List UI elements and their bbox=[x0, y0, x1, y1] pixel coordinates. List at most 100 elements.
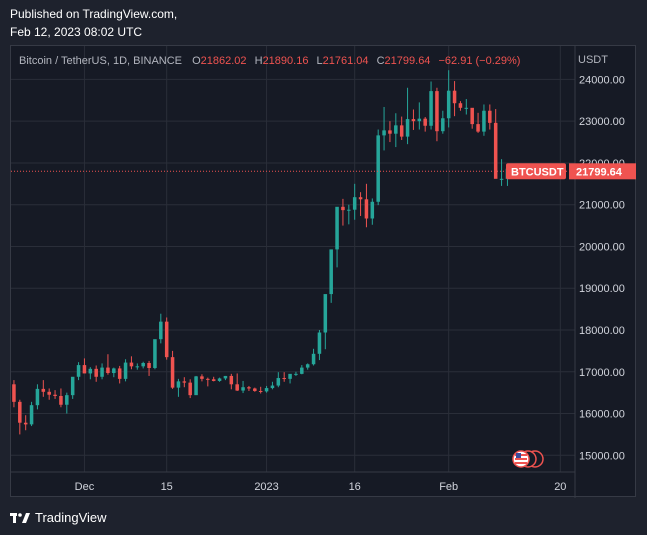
candle[interactable] bbox=[200, 374, 204, 382]
candle[interactable] bbox=[352, 183, 357, 220]
candlestick-chart[interactable]: 24000.0023000.0022000.0021000.0020000.00… bbox=[11, 46, 637, 498]
candle[interactable] bbox=[376, 129, 380, 206]
candle[interactable] bbox=[288, 373, 292, 384]
candle[interactable] bbox=[141, 361, 145, 369]
candle[interactable] bbox=[188, 379, 192, 399]
candle[interactable] bbox=[100, 363, 104, 380]
candle[interactable] bbox=[106, 354, 110, 375]
candle[interactable] bbox=[488, 104, 492, 130]
candle[interactable] bbox=[464, 99, 469, 115]
candle[interactable] bbox=[35, 384, 40, 410]
candle[interactable] bbox=[446, 70, 451, 128]
candle[interactable] bbox=[294, 371, 298, 376]
candle-body bbox=[182, 381, 187, 383]
candle[interactable] bbox=[329, 249, 333, 303]
candle[interactable] bbox=[94, 365, 98, 382]
candle[interactable] bbox=[117, 365, 122, 384]
candle-body bbox=[264, 388, 269, 392]
candle-body bbox=[282, 378, 286, 380]
candle[interactable] bbox=[29, 401, 34, 427]
candle[interactable] bbox=[270, 381, 275, 390]
candle[interactable] bbox=[258, 386, 263, 394]
candle[interactable] bbox=[382, 106, 386, 151]
candle[interactable] bbox=[276, 372, 281, 388]
candle[interactable] bbox=[317, 330, 322, 361]
candle[interactable] bbox=[147, 360, 151, 376]
candle[interactable] bbox=[441, 110, 445, 134]
candle[interactable] bbox=[41, 380, 46, 397]
candle[interactable] bbox=[394, 113, 398, 148]
candle[interactable] bbox=[235, 373, 239, 391]
candle[interactable] bbox=[429, 81, 433, 130]
candle[interactable] bbox=[12, 380, 16, 408]
candle[interactable] bbox=[476, 112, 480, 133]
candle[interactable] bbox=[76, 362, 81, 381]
candle-body bbox=[423, 118, 427, 126]
candle-body bbox=[317, 332, 322, 354]
chart-panel[interactable]: 24000.0023000.0022000.0021000.0020000.00… bbox=[10, 45, 637, 498]
candle[interactable] bbox=[399, 116, 404, 140]
candle[interactable] bbox=[112, 367, 116, 378]
candle[interactable] bbox=[164, 317, 169, 360]
candle[interactable] bbox=[159, 313, 163, 344]
candle[interactable] bbox=[47, 388, 51, 400]
candle[interactable] bbox=[18, 399, 22, 435]
candle[interactable] bbox=[70, 376, 75, 399]
candle[interactable] bbox=[123, 359, 128, 382]
candle[interactable] bbox=[311, 348, 316, 366]
candle[interactable] bbox=[153, 339, 157, 370]
candle[interactable] bbox=[65, 392, 69, 414]
candle[interactable] bbox=[223, 375, 228, 381]
candle-body bbox=[100, 367, 104, 377]
candle[interactable] bbox=[435, 87, 439, 142]
candle[interactable] bbox=[417, 102, 422, 130]
candle[interactable] bbox=[470, 107, 474, 129]
candle[interactable] bbox=[493, 109, 498, 179]
candle[interactable] bbox=[452, 81, 457, 117]
candle[interactable] bbox=[59, 388, 63, 408]
candle[interactable] bbox=[211, 376, 216, 382]
candle[interactable] bbox=[264, 385, 269, 393]
candle[interactable] bbox=[194, 375, 198, 396]
candle[interactable] bbox=[341, 198, 345, 226]
candle[interactable] bbox=[135, 363, 140, 370]
candle[interactable] bbox=[411, 109, 416, 130]
candle-body bbox=[493, 122, 498, 179]
candle[interactable] bbox=[176, 378, 181, 397]
candle[interactable] bbox=[482, 104, 486, 136]
candle[interactable] bbox=[88, 367, 93, 380]
candle[interactable] bbox=[82, 358, 87, 374]
us-flag-icon[interactable] bbox=[512, 450, 544, 468]
candle[interactable] bbox=[347, 204, 351, 225]
candle[interactable] bbox=[241, 380, 245, 394]
candle[interactable] bbox=[217, 377, 222, 382]
candle[interactable] bbox=[388, 121, 392, 143]
candle[interactable] bbox=[300, 365, 304, 375]
candle-body bbox=[18, 401, 22, 423]
candle[interactable] bbox=[499, 159, 504, 186]
candle[interactable] bbox=[370, 198, 375, 225]
candle[interactable] bbox=[423, 117, 427, 132]
legend-change: −62.91 (−0.29%) bbox=[439, 55, 521, 67]
candle[interactable] bbox=[253, 387, 257, 392]
candle[interactable] bbox=[364, 183, 369, 228]
candle[interactable] bbox=[182, 377, 187, 388]
candle[interactable] bbox=[405, 87, 410, 145]
candle[interactable] bbox=[358, 192, 363, 216]
candle[interactable] bbox=[129, 356, 134, 370]
candle[interactable] bbox=[53, 390, 57, 399]
candle[interactable] bbox=[170, 350, 175, 389]
candle-body bbox=[241, 387, 245, 391]
published-line: Published on TradingView.com, bbox=[10, 7, 178, 21]
candle[interactable] bbox=[458, 101, 463, 111]
candle[interactable] bbox=[206, 377, 210, 387]
brand-name: TradingView bbox=[35, 510, 107, 525]
candle[interactable] bbox=[23, 415, 28, 431]
tradingview-branding[interactable]: TradingView bbox=[10, 510, 107, 525]
candle[interactable] bbox=[247, 385, 251, 391]
candle[interactable] bbox=[305, 363, 310, 370]
candle[interactable] bbox=[323, 294, 328, 350]
candle[interactable] bbox=[229, 373, 234, 390]
candle[interactable] bbox=[335, 206, 339, 268]
candle[interactable] bbox=[282, 372, 286, 382]
